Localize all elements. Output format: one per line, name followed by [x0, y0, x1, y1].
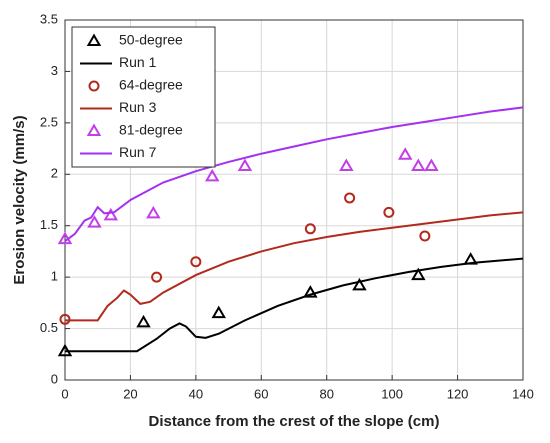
- series-line: [65, 211, 524, 322]
- y-tick-label: 1: [51, 269, 58, 284]
- marker: [411, 158, 426, 172]
- marker: [103, 207, 119, 221]
- legend-label: 64-degree: [119, 77, 183, 93]
- marker: [237, 158, 253, 172]
- y-tick-label: 0: [51, 371, 58, 386]
- x-tick-label: 40: [189, 386, 203, 401]
- legend-label: 50-degree: [119, 32, 183, 48]
- legend-label: 81-degree: [119, 122, 183, 138]
- marker: [419, 230, 431, 242]
- y-tick-label: 3.5: [40, 11, 58, 26]
- marker: [86, 123, 102, 136]
- marker: [304, 223, 316, 235]
- marker: [88, 80, 100, 92]
- marker: [151, 271, 163, 283]
- legend-box: [71, 26, 216, 168]
- x-tick-label: 60: [254, 386, 268, 401]
- y-tick-label: 2: [51, 166, 58, 181]
- marker: [424, 158, 439, 172]
- marker: [339, 158, 354, 172]
- marker: [204, 168, 220, 182]
- x-tick-label: 140: [512, 386, 534, 401]
- marker: [211, 305, 226, 319]
- x-axis-title: Distance from the crest of the slope (cm…: [149, 413, 440, 430]
- series-line: [65, 257, 524, 353]
- y-tick-label: 1.5: [40, 217, 58, 232]
- legend-label: Run 7: [119, 144, 157, 160]
- marker: [86, 33, 102, 46]
- marker: [411, 267, 426, 281]
- marker: [59, 313, 71, 325]
- y-tick-label: 3: [51, 63, 58, 78]
- y-tick-label: 2.5: [40, 114, 58, 129]
- plot-frame: [64, 19, 524, 381]
- y-axis-title: Erosion velocity (mm/s): [11, 115, 28, 284]
- marker: [344, 192, 356, 204]
- legend-label: Run 3: [119, 99, 157, 115]
- x-tick-label: 0: [61, 386, 68, 401]
- marker: [146, 205, 161, 219]
- y-tick-label: 0.5: [40, 320, 58, 335]
- marker: [136, 314, 151, 328]
- legend-label: Run 1: [119, 54, 157, 70]
- marker: [303, 285, 318, 298]
- marker: [87, 215, 102, 228]
- x-tick-label: 100: [381, 386, 403, 401]
- marker: [352, 277, 367, 291]
- marker: [190, 256, 202, 268]
- x-tick-label: 120: [447, 386, 469, 401]
- marker: [397, 147, 413, 160]
- x-tick-label: 80: [319, 386, 333, 401]
- x-tick-label: 20: [123, 386, 137, 401]
- legend: 50-degree Run 1 64-degree Run 3 81-degree Run…: [71, 26, 216, 168]
- marker: [383, 206, 395, 218]
